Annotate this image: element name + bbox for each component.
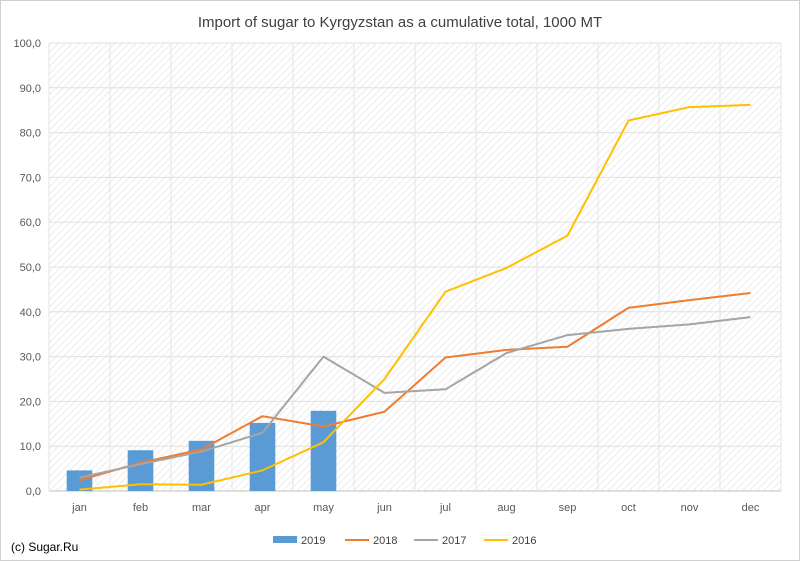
x-tick-label: sep: [559, 502, 577, 514]
y-tick-label: 80,0: [20, 128, 41, 140]
x-tick-label: feb: [133, 502, 148, 514]
y-tick-label: 0,0: [26, 486, 41, 498]
y-tick-label: 70,0: [20, 172, 41, 184]
line-series-2017: [79, 316, 751, 479]
x-tick-label: apr: [255, 502, 271, 514]
credit-text: (c) Sugar.Ru: [11, 540, 78, 554]
x-tick-label: jan: [71, 502, 87, 514]
legend-label-2019: 2019: [301, 535, 325, 547]
y-tick-label: 10,0: [20, 441, 41, 453]
legend-label-2016: 2016: [512, 535, 536, 547]
gridlines: [48, 42, 782, 492]
bar-2019-apr: [249, 422, 276, 491]
chart-title: Import of sugar to Kyrgyzstan as a cumul…: [198, 14, 602, 31]
legend: 2019 2018 2017 2016: [273, 535, 536, 547]
y-tick-label: 50,0: [20, 262, 41, 274]
y-axis-ticks: 0,0 10,0 20,0 30,0 40,0 50,0 60,0 70,0 80,0 90,0 1…: [13, 38, 41, 498]
y-tick-label: 30,0: [20, 352, 41, 364]
y-tick-label: 60,0: [20, 217, 41, 229]
legend-label-2017: 2017: [442, 535, 466, 547]
x-tick-label: jul: [439, 502, 451, 514]
legend-swatch-2019: [273, 536, 297, 543]
x-tick-label: mar: [192, 502, 211, 514]
line-series-2016: [79, 103, 751, 491]
x-tick-label: oct: [621, 502, 636, 514]
y-tick-label: 40,0: [20, 307, 41, 319]
x-tick-label: dec: [742, 502, 760, 514]
y-tick-label: 20,0: [20, 396, 41, 408]
bar-2019-may: [310, 410, 337, 491]
x-axis-ticks: jan feb mar apr may jun jul aug sep oct nov dec: [71, 502, 760, 514]
legend-label-2018: 2018: [373, 535, 397, 547]
x-tick-label: aug: [497, 502, 515, 514]
x-tick-label: may: [313, 502, 334, 514]
x-tick-label: jun: [376, 502, 392, 514]
y-tick-label: 90,0: [20, 83, 41, 95]
line-series-layer: [79, 103, 751, 491]
line-series-2018: [79, 291, 751, 482]
y-tick-label: 100,0: [13, 38, 41, 50]
x-tick-label: nov: [681, 502, 699, 514]
